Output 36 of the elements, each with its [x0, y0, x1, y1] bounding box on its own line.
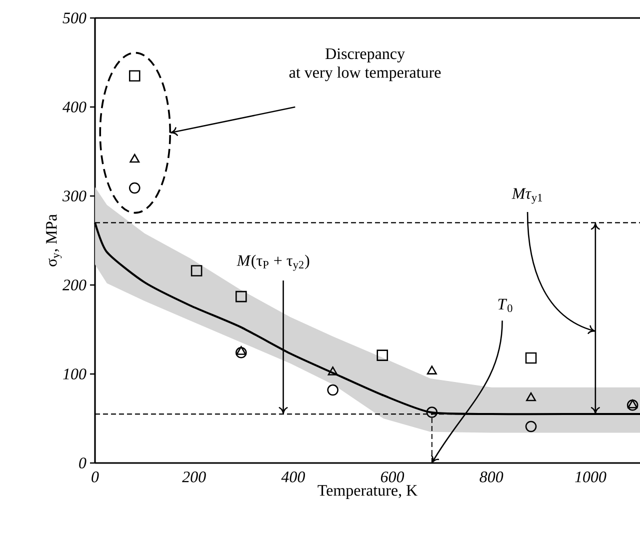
- point: [426, 366, 437, 374]
- point: [128, 182, 140, 194]
- point: [525, 420, 537, 432]
- x-tick-label: 800: [480, 472, 504, 482]
- point: [376, 350, 388, 361]
- x-tick-label: 400: [281, 472, 305, 482]
- point: [328, 366, 338, 376]
- annotation: Mτ$_{y1}$: [512, 188, 542, 204]
- x-axis-title: Temperature, K: [318, 485, 418, 500]
- annotation: Discrepancy: [326, 48, 405, 62]
- point: [236, 346, 246, 355]
- y-tick-label: 400: [62, 102, 86, 112]
- y-tick-label: 100: [63, 368, 86, 380]
- annotation: at very low temperature: [289, 66, 441, 82]
- x-tick-label: 0: [92, 472, 99, 482]
- point: [130, 154, 140, 163]
- y-tick-label: 300: [62, 190, 86, 202]
- x-tick-label: 1000: [575, 472, 606, 482]
- annotation: T$_{0}$: [498, 298, 512, 312]
- point: [525, 352, 537, 364]
- y-tick-label: 0: [79, 458, 86, 468]
- point: [628, 400, 638, 408]
- point: [526, 392, 536, 402]
- y-tick-label: 500: [62, 12, 86, 24]
- y-tick-label: 200: [62, 280, 86, 290]
- point: [327, 384, 338, 396]
- x-tick-label: 200: [182, 472, 206, 482]
- point: [626, 400, 638, 411]
- point: [236, 290, 247, 302]
- point: [190, 265, 202, 276]
- point: [236, 346, 247, 358]
- y-axis-title: σ$_{y}$, MPa: [46, 214, 62, 266]
- x-tick-label: 600: [380, 472, 404, 482]
- point: [128, 70, 140, 82]
- point: [426, 406, 438, 418]
- annotation: M(τ$_{P}$ + τ$_{y2}$): [236, 254, 310, 271]
